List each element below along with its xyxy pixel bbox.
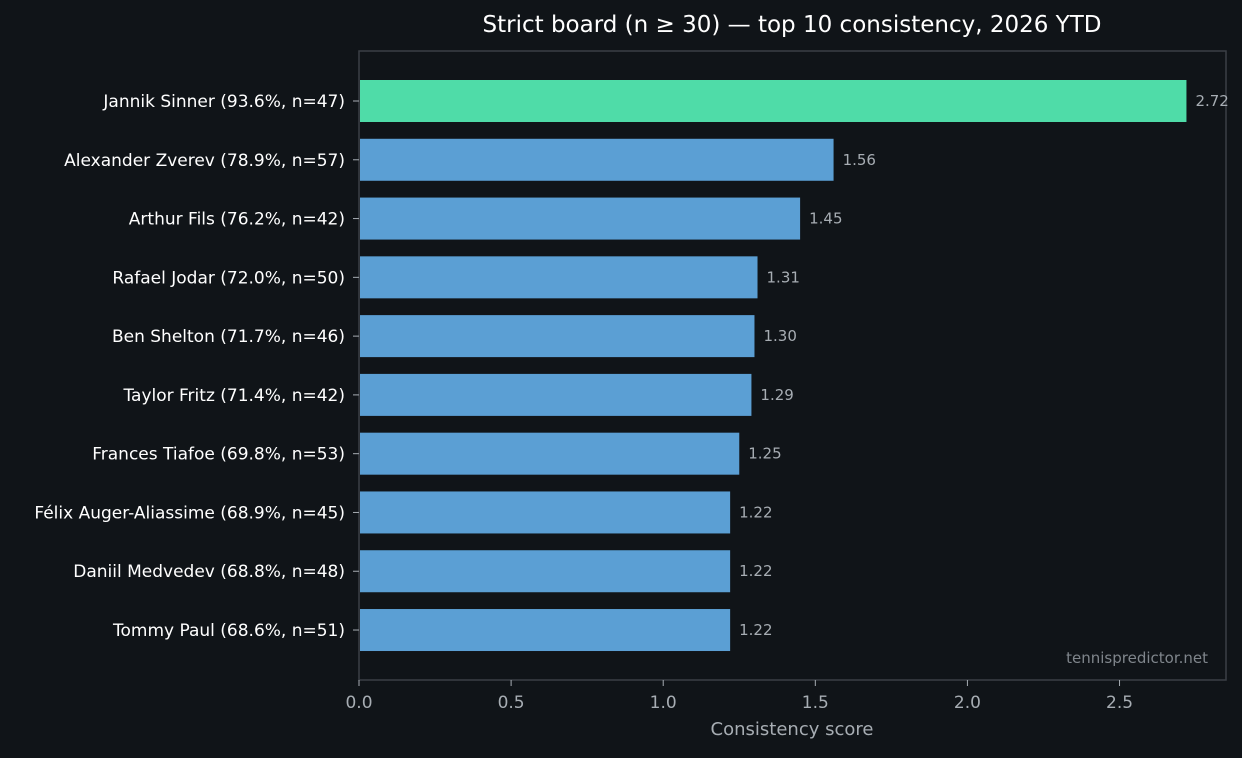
data-label: 2.72 — [1195, 92, 1228, 110]
data-label: 1.22 — [739, 621, 772, 639]
data-label: 1.30 — [763, 327, 796, 345]
data-label: 1.22 — [739, 562, 772, 580]
bar — [360, 373, 752, 416]
y-tick-label: Jannik Sinner (93.6%, n=47) — [102, 92, 345, 112]
bar — [360, 80, 1187, 122]
data-label: 1.45 — [809, 210, 842, 228]
bar — [360, 550, 731, 593]
x-tick-label: 2.5 — [1106, 693, 1133, 713]
plot-frame — [358, 50, 1227, 681]
y-tick-label: Daniil Medvedev (68.8%, n=48) — [73, 562, 345, 582]
data-label: 1.56 — [843, 151, 876, 169]
data-label: 1.25 — [748, 445, 781, 463]
x-tick-label: 2.0 — [954, 693, 981, 713]
y-tick-label: Alexander Zverev (78.9%, n=57) — [64, 151, 345, 171]
data-label: 1.29 — [760, 386, 793, 404]
x-tick-label: 1.0 — [650, 693, 677, 713]
data-label: 1.22 — [739, 503, 772, 521]
y-tick-label: Félix Auger-Aliassime (68.9%, n=45) — [34, 503, 345, 523]
x-axis-label: Consistency score — [711, 719, 874, 740]
x-axis-ticks: 0.0 0.5 1.0 1.5 2.0 2.5 — [345, 680, 1133, 713]
y-tick-label: Taylor Fritz (71.4%, n=42) — [122, 386, 345, 406]
watermark: tennispredictor.net — [1066, 649, 1208, 667]
x-tick-label: 0.5 — [498, 693, 525, 713]
bar — [360, 138, 834, 181]
y-tick-label: Arthur Fils (76.2%, n=42) — [129, 210, 345, 230]
data-label: 1.31 — [767, 268, 800, 286]
y-tick-label: Frances Tiafoe (69.8%, n=53) — [92, 445, 345, 465]
y-tick-label: Rafael Jodar (72.0%, n=50) — [112, 268, 345, 288]
x-tick-label: 0.0 — [345, 693, 372, 713]
bar — [360, 197, 801, 240]
bar — [360, 256, 758, 299]
bar — [360, 609, 731, 652]
y-tick-label: Ben Shelton (71.7%, n=46) — [112, 327, 345, 347]
bar — [360, 432, 740, 475]
bars-group: Jannik Sinner (93.6%, n=47) 2.72 Alexander… — [34, 80, 1229, 652]
y-tick-label: Tommy Paul (68.6%, n=51) — [112, 621, 345, 641]
bar — [360, 315, 755, 358]
bar — [360, 491, 731, 534]
chart-title: Strict board (n ≥ 30) — top 10 consisten… — [483, 12, 1102, 38]
x-tick-label: 1.5 — [802, 693, 829, 713]
